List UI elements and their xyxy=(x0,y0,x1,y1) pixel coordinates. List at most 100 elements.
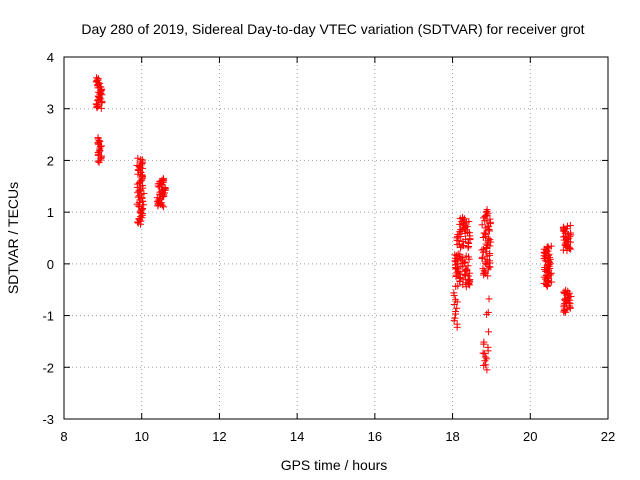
data-point xyxy=(563,222,571,230)
data-point xyxy=(139,156,147,164)
y-tick-label: 3 xyxy=(47,102,54,117)
y-tick-label: -2 xyxy=(42,360,54,375)
data-point xyxy=(478,253,486,261)
data-point xyxy=(138,159,146,167)
data-point xyxy=(483,206,491,214)
data-point xyxy=(547,242,555,250)
data-point xyxy=(560,223,568,231)
x-tick-label: 22 xyxy=(601,429,615,444)
y-tick-label: 4 xyxy=(47,50,54,65)
data-point xyxy=(137,206,145,214)
x-tick-label: 8 xyxy=(60,429,67,444)
x-axis-label: GPS time / hours xyxy=(281,457,388,473)
data-point xyxy=(560,233,568,241)
data-point xyxy=(483,241,491,249)
data-point xyxy=(98,142,106,150)
data-point xyxy=(486,236,494,244)
data-point xyxy=(140,201,148,209)
data-point xyxy=(482,231,490,239)
data-point xyxy=(463,265,471,273)
chart-title: Day 280 of 2019, Sidereal Day-to-day VTE… xyxy=(81,21,584,37)
data-point xyxy=(486,215,494,223)
data-point xyxy=(485,328,493,336)
y-tick-label: -3 xyxy=(42,412,54,427)
data-point xyxy=(94,75,102,83)
y-tick-label: 1 xyxy=(47,205,54,220)
x-tick-label: 12 xyxy=(212,429,226,444)
data-point xyxy=(459,213,467,221)
data-point xyxy=(453,304,461,312)
data-point xyxy=(454,282,462,290)
data-point xyxy=(486,250,494,258)
data-point xyxy=(460,242,468,250)
data-point xyxy=(451,251,459,259)
data-point xyxy=(566,229,574,237)
data-point xyxy=(464,262,472,270)
data-point xyxy=(483,366,491,374)
data-point xyxy=(486,218,494,226)
y-tick-label: -1 xyxy=(42,309,54,324)
plot-border xyxy=(63,56,609,420)
data-point xyxy=(561,296,569,304)
y-tick-label: 2 xyxy=(47,153,54,168)
data-point xyxy=(479,349,487,357)
data-point xyxy=(480,229,488,237)
data-point xyxy=(540,245,548,253)
data-point xyxy=(462,235,470,243)
data-point xyxy=(482,361,490,369)
data-point xyxy=(560,288,568,296)
data-point xyxy=(462,266,470,274)
data-point xyxy=(140,189,148,197)
data-point xyxy=(450,289,458,297)
data-point xyxy=(483,355,491,363)
x-tick-label: 16 xyxy=(368,429,382,444)
data-point xyxy=(482,353,490,361)
data-point xyxy=(461,258,469,266)
data-point xyxy=(92,100,100,108)
data-point xyxy=(480,350,488,358)
data-point xyxy=(478,246,486,254)
x-tick-label: 14 xyxy=(290,429,304,444)
data-point xyxy=(134,154,142,162)
data-point xyxy=(484,309,492,317)
data-point xyxy=(462,252,470,260)
data-point xyxy=(562,286,570,294)
data-point xyxy=(452,296,460,304)
data-point xyxy=(95,137,103,145)
data-point xyxy=(480,245,488,253)
data-point xyxy=(137,155,145,163)
x-tick-label: 10 xyxy=(134,429,148,444)
y-axis-label: SDTVAR / TECUs xyxy=(5,182,21,294)
data-point xyxy=(566,221,574,229)
data-point xyxy=(454,250,462,258)
data-point xyxy=(159,175,167,183)
data-point xyxy=(466,276,474,284)
data-points xyxy=(92,74,575,374)
data-point xyxy=(465,217,473,225)
data-point xyxy=(133,161,141,169)
data-point xyxy=(455,240,463,248)
data-point xyxy=(559,246,567,254)
data-point xyxy=(543,244,551,252)
data-point xyxy=(480,338,488,346)
data-point xyxy=(484,343,492,351)
grid-lines xyxy=(64,57,608,419)
data-point xyxy=(486,227,494,235)
data-point xyxy=(457,226,465,234)
x-tick-label: 18 xyxy=(445,429,459,444)
data-point xyxy=(93,74,101,82)
y-tick-label: 0 xyxy=(47,257,54,272)
data-point xyxy=(546,255,554,263)
data-point xyxy=(161,184,169,192)
data-point xyxy=(453,234,461,242)
data-point xyxy=(451,314,459,322)
data-point xyxy=(453,320,461,328)
data-point xyxy=(478,221,486,229)
data-point xyxy=(451,308,459,316)
data-point xyxy=(455,268,463,276)
data-point xyxy=(485,295,493,303)
data-point xyxy=(134,193,142,201)
x-tick-label: 20 xyxy=(523,429,537,444)
